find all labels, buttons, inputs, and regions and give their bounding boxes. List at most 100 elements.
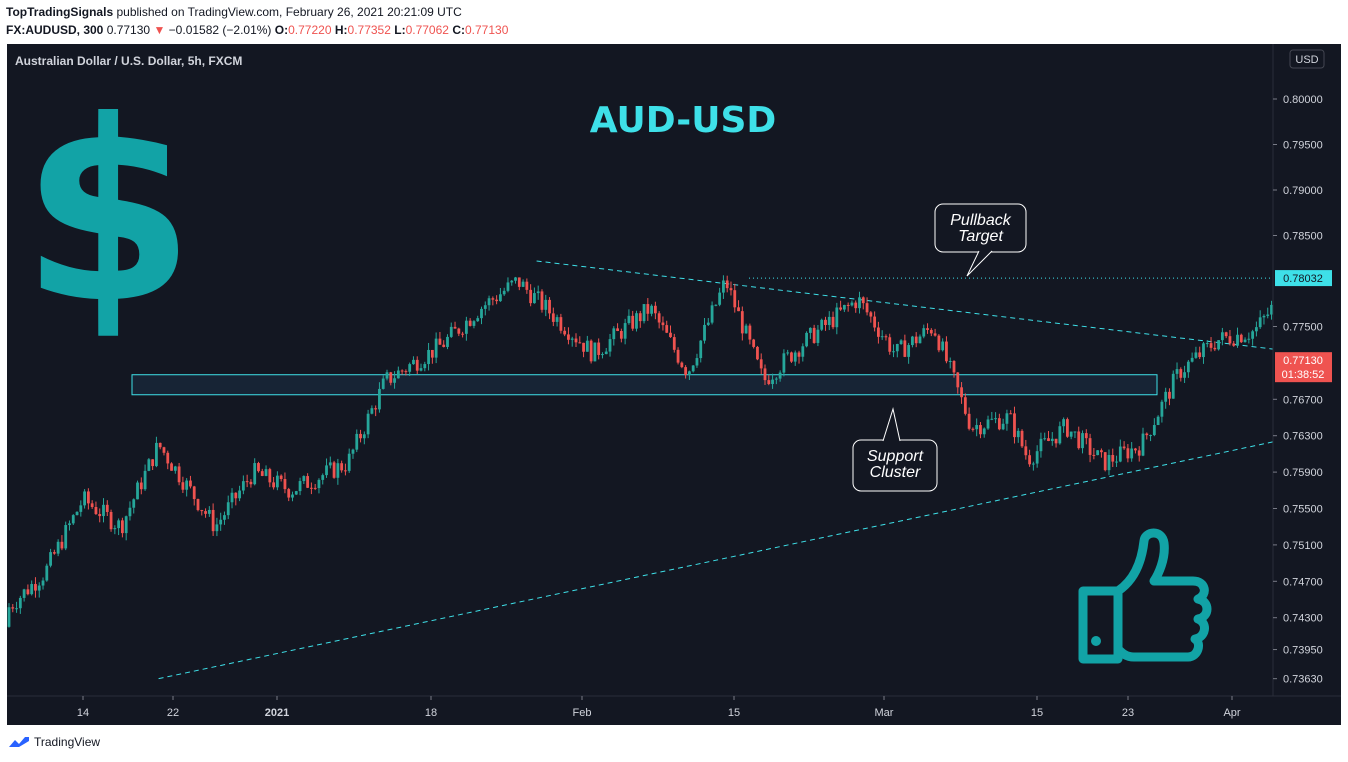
candle-body[interactable] (635, 313, 638, 329)
candle-body[interactable] (967, 413, 971, 429)
candle-body[interactable] (404, 371, 408, 373)
candle-body[interactable] (1266, 314, 1270, 316)
candle-body[interactable] (385, 372, 389, 379)
candle-body[interactable] (1141, 433, 1145, 456)
candle-body[interactable] (748, 325, 752, 340)
candle-body[interactable] (517, 277, 521, 287)
candle-body[interactable] (264, 469, 268, 476)
candle-body[interactable] (593, 342, 597, 362)
candle-body[interactable] (415, 359, 419, 371)
candle-body[interactable] (929, 329, 933, 334)
candle-body[interactable] (1001, 423, 1005, 430)
candle-body[interactable] (328, 462, 332, 466)
candle-body[interactable] (109, 511, 113, 530)
candle-body[interactable] (922, 328, 926, 337)
candle-body[interactable] (1213, 347, 1217, 350)
candle-body[interactable] (226, 502, 230, 516)
candle-body[interactable] (423, 364, 427, 369)
candle-body[interactable] (49, 552, 52, 566)
candle-body[interactable] (1145, 433, 1149, 436)
candle-body[interactable] (567, 334, 570, 340)
candle-body[interactable] (1168, 391, 1171, 399)
candle-body[interactable] (1016, 430, 1020, 438)
candle-body[interactable] (695, 358, 699, 366)
candle-body[interactable] (272, 482, 275, 488)
candle-body[interactable] (68, 523, 71, 526)
candle-body[interactable] (691, 365, 695, 372)
candle-body[interactable] (997, 418, 1001, 430)
candle-body[interactable] (1084, 433, 1088, 439)
candle-body[interactable] (378, 388, 381, 410)
candle-body[interactable] (1270, 304, 1273, 315)
candle-body[interactable] (895, 344, 899, 352)
candle-body[interactable] (945, 341, 948, 362)
candle-body[interactable] (1262, 315, 1266, 318)
candle-body[interactable] (1183, 372, 1186, 378)
candle-body[interactable] (771, 379, 774, 385)
candle-body[interactable] (438, 338, 442, 345)
candle-body[interactable] (1130, 448, 1134, 459)
candle-body[interactable] (230, 492, 234, 503)
candle-body[interactable] (597, 342, 601, 355)
candle-body[interactable] (578, 342, 582, 344)
candle-body[interactable] (117, 520, 121, 529)
candle-body[interactable] (1118, 446, 1122, 462)
candle-body[interactable] (351, 449, 355, 454)
candle-body[interactable] (642, 304, 646, 322)
candle-body[interactable] (1031, 463, 1035, 465)
candle-body[interactable] (204, 511, 207, 514)
candle-body[interactable] (347, 453, 351, 471)
candle-body[interactable] (302, 476, 306, 482)
candle-body[interactable] (529, 289, 533, 304)
candle-body[interactable] (52, 552, 56, 554)
candle-body[interactable] (669, 332, 672, 338)
candle-body[interactable] (419, 368, 423, 371)
candle-body[interactable] (1028, 455, 1031, 465)
candle-body[interactable] (22, 589, 26, 598)
candle-body[interactable] (483, 305, 487, 309)
candle-body[interactable] (960, 387, 963, 398)
candle-body[interactable] (211, 509, 215, 532)
candle-body[interactable] (665, 325, 669, 333)
candle-body[interactable] (1058, 426, 1062, 444)
candle-body[interactable] (34, 584, 37, 591)
candle-body[interactable] (1209, 343, 1213, 348)
candle-body[interactable] (461, 333, 464, 335)
candle-body[interactable] (75, 511, 79, 516)
candle-body[interactable] (294, 491, 298, 495)
candle-body[interactable] (1164, 391, 1168, 402)
candle-body[interactable] (336, 463, 340, 478)
candle-body[interactable] (332, 462, 336, 478)
candle-body[interactable] (790, 352, 793, 362)
candle-body[interactable] (468, 320, 472, 326)
candle-body[interactable] (1149, 435, 1152, 437)
candle-body[interactable] (903, 340, 907, 357)
currency-button[interactable] (1289, 49, 1325, 69)
candle-body[interactable] (158, 442, 162, 448)
candle-body[interactable] (1255, 327, 1258, 332)
candle-body[interactable] (434, 338, 438, 358)
candle-body[interactable] (1103, 452, 1107, 471)
candle-body[interactable] (362, 434, 366, 439)
candle-body[interactable] (472, 321, 476, 326)
candle-body[interactable] (831, 316, 835, 328)
candle-body[interactable] (173, 466, 177, 471)
candlestick-chart[interactable]: AUD-USD Australian Dollar / U.S. Dollar, … (7, 44, 1341, 725)
candle-body[interactable] (223, 515, 226, 520)
candle-body[interactable] (926, 328, 929, 330)
candle-body[interactable] (1224, 332, 1228, 337)
candle-body[interactable] (90, 503, 94, 508)
candle-body[interactable] (752, 339, 756, 347)
candle-body[interactable] (1069, 431, 1073, 437)
candle-body[interactable] (1137, 450, 1141, 456)
candle-body[interactable] (1122, 446, 1126, 449)
chart-panel[interactable]: AUD-USD Australian Dollar / U.S. Dollar, … (7, 44, 1341, 725)
last-price-label[interactable] (1275, 352, 1332, 383)
candle-body[interactable] (835, 307, 839, 328)
candle-body[interactable] (653, 305, 657, 314)
candle-body[interactable] (124, 516, 128, 534)
candle-body[interactable] (453, 326, 457, 329)
candle-body[interactable] (918, 336, 922, 344)
candle-body[interactable] (64, 525, 68, 549)
